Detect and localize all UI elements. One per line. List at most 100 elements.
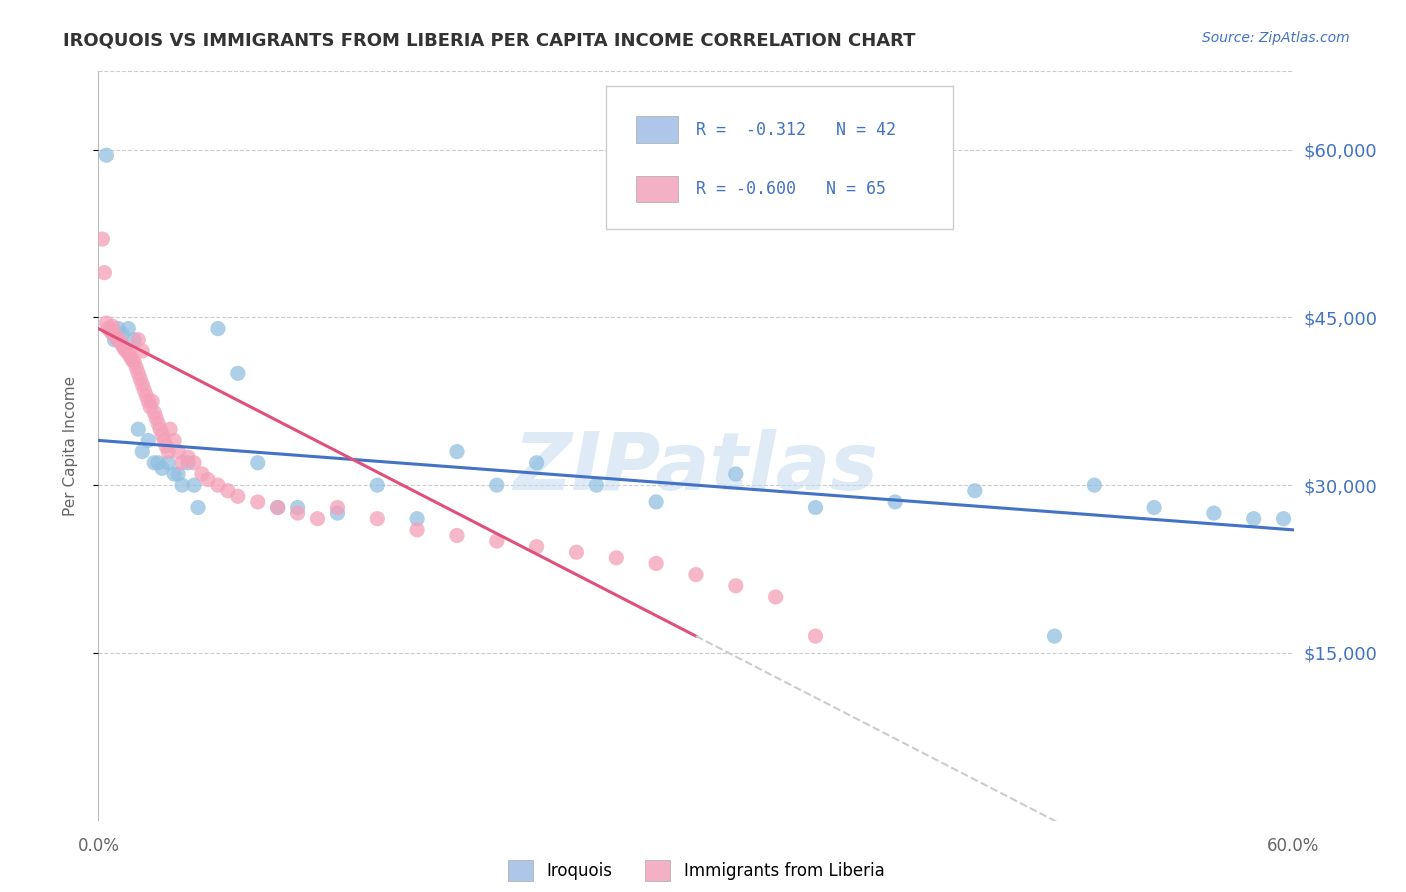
Point <box>153 434 176 448</box>
Point <box>207 321 229 335</box>
Point <box>724 579 747 593</box>
Point <box>585 478 607 492</box>
Point <box>111 327 134 342</box>
Point <box>112 342 135 356</box>
Point <box>1272 511 1295 525</box>
Point <box>645 557 668 571</box>
Point <box>163 434 186 448</box>
Point <box>105 330 128 344</box>
Point <box>93 266 115 280</box>
Point <box>91 232 114 246</box>
Point <box>187 500 209 515</box>
Point <box>131 343 153 358</box>
Point <box>129 372 152 386</box>
Point <box>163 467 186 481</box>
Bar <box>637 116 678 143</box>
Point <box>207 478 229 492</box>
Point <box>217 483 239 498</box>
Point <box>884 495 907 509</box>
Point <box>246 495 269 509</box>
Point <box>149 422 172 436</box>
Point <box>127 422 149 436</box>
Point <box>110 334 132 349</box>
Point <box>150 427 173 442</box>
Text: R = -0.600   N = 65: R = -0.600 N = 65 <box>696 180 886 198</box>
Point <box>127 333 149 347</box>
Point <box>155 439 177 453</box>
Point <box>406 511 429 525</box>
Point <box>1143 500 1166 515</box>
Point <box>134 383 156 397</box>
Point <box>267 500 290 515</box>
Point <box>287 500 309 515</box>
Point <box>226 489 249 503</box>
Text: Source: ZipAtlas.com: Source: ZipAtlas.com <box>1202 31 1350 45</box>
Point <box>136 394 159 409</box>
Point <box>98 324 122 338</box>
Point <box>197 473 219 487</box>
Point <box>366 511 388 525</box>
Legend: Iroquois, Immigrants from Liberia: Iroquois, Immigrants from Liberia <box>501 854 891 888</box>
Point <box>172 456 194 470</box>
Point <box>267 500 290 515</box>
Point <box>103 327 125 342</box>
Point <box>191 467 214 481</box>
Point <box>1202 506 1225 520</box>
Point <box>101 326 124 340</box>
Point <box>172 478 194 492</box>
Bar <box>637 177 678 202</box>
Point <box>150 461 173 475</box>
Point <box>120 350 142 364</box>
Point <box>307 511 329 525</box>
Point <box>148 417 170 431</box>
Point <box>143 456 166 470</box>
Point <box>124 355 146 369</box>
Point <box>765 590 787 604</box>
Point <box>96 316 118 330</box>
Point <box>135 389 157 403</box>
Point <box>183 456 205 470</box>
Point <box>103 333 125 347</box>
Point <box>115 343 138 358</box>
Point <box>136 434 159 448</box>
Point <box>124 333 146 347</box>
Point <box>131 444 153 458</box>
Point <box>526 456 548 470</box>
Point <box>139 400 162 414</box>
Point <box>526 540 548 554</box>
Point <box>143 405 166 419</box>
Point <box>246 456 269 470</box>
Point <box>226 367 249 381</box>
Point <box>804 629 827 643</box>
Point <box>157 444 180 458</box>
Point <box>157 456 180 470</box>
Point <box>183 478 205 492</box>
Point <box>121 352 143 367</box>
Text: ZIPatlas: ZIPatlas <box>513 429 879 508</box>
Point <box>177 450 200 465</box>
Point <box>724 467 747 481</box>
Point <box>148 456 170 470</box>
Point <box>131 377 153 392</box>
Point <box>446 444 468 458</box>
Point <box>107 333 129 347</box>
Point <box>167 444 190 458</box>
Point <box>565 545 588 559</box>
Point <box>963 483 986 498</box>
Point <box>127 367 149 381</box>
Point <box>125 360 148 375</box>
Point <box>96 148 118 162</box>
Text: IROQUOIS VS IMMIGRANTS FROM LIBERIA PER CAPITA INCOME CORRELATION CHART: IROQUOIS VS IMMIGRANTS FROM LIBERIA PER … <box>63 31 915 49</box>
Point <box>804 500 827 515</box>
Point <box>101 319 124 334</box>
Point <box>685 567 707 582</box>
FancyBboxPatch shape <box>606 87 953 228</box>
Point <box>605 550 627 565</box>
Point <box>1243 511 1265 525</box>
Point <box>177 456 200 470</box>
Point <box>645 495 668 509</box>
Point <box>167 467 190 481</box>
Point <box>287 506 309 520</box>
Point <box>141 394 163 409</box>
Point <box>366 478 388 492</box>
